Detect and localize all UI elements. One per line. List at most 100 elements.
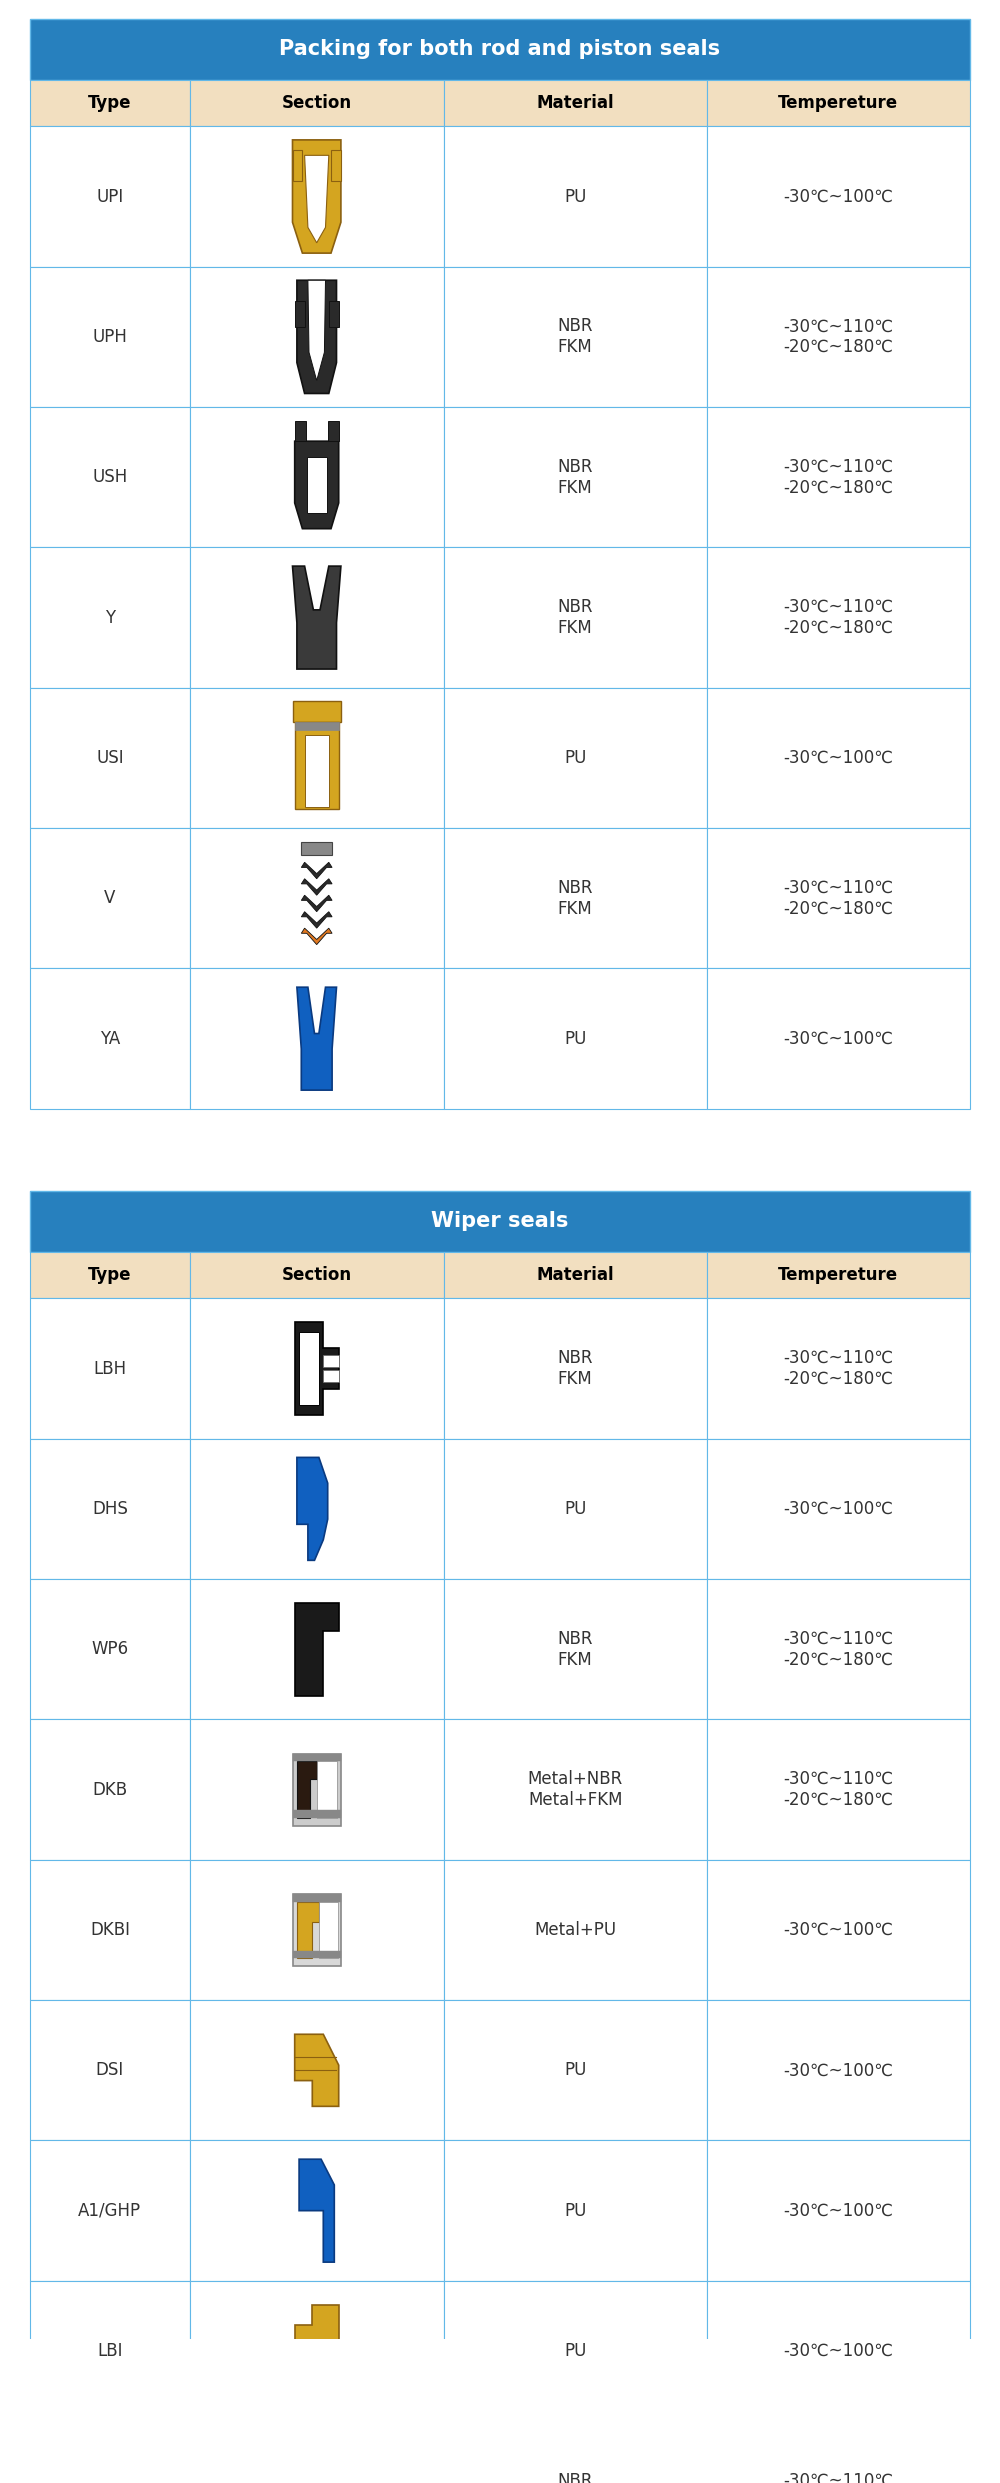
Bar	[444, 688, 707, 829]
Bar	[30, 2140, 190, 2282]
Text: -30℃~100℃: -30℃~100℃	[783, 750, 893, 767]
Text: Wiper seals: Wiper seals	[431, 1212, 569, 1232]
Polygon shape	[301, 879, 332, 896]
Bar	[444, 968, 707, 1110]
Polygon shape	[301, 929, 332, 944]
Bar	[30, 688, 190, 829]
Bar	[444, 79, 707, 127]
Bar	[444, 1860, 707, 2001]
Text: -30℃~100℃: -30℃~100℃	[783, 2202, 893, 2220]
Polygon shape	[301, 862, 332, 879]
Bar	[30, 1860, 190, 2001]
Text: NBR
FKM: NBR FKM	[557, 318, 593, 355]
Bar	[707, 407, 970, 546]
Polygon shape	[301, 896, 332, 911]
Text: Tempereture: Tempereture	[778, 94, 898, 112]
Text: -30℃~100℃: -30℃~100℃	[783, 2061, 893, 2078]
Bar	[190, 2282, 444, 2421]
Bar	[317, 1760, 336, 1818]
Bar	[30, 79, 190, 127]
Text: Y: Y	[105, 608, 115, 626]
Bar	[444, 829, 707, 968]
Bar	[292, 1952, 341, 1959]
Polygon shape	[331, 149, 341, 181]
Bar	[307, 457, 327, 514]
Bar	[30, 2001, 190, 2140]
Bar	[295, 723, 339, 730]
Bar	[444, 1438, 707, 1579]
Polygon shape	[301, 911, 332, 929]
Text: -30℃~110℃
-20℃~180℃: -30℃~110℃ -20℃~180℃	[783, 1348, 893, 1388]
Bar	[444, 2140, 707, 2282]
Bar	[444, 127, 707, 266]
Text: PU: PU	[564, 1500, 586, 1517]
Bar	[30, 407, 190, 546]
Bar	[299, 1333, 319, 1405]
Text: -30℃~100℃: -30℃~100℃	[783, 1500, 893, 1517]
Text: V: V	[104, 889, 116, 906]
Text: PU: PU	[564, 189, 586, 206]
Bar	[707, 266, 970, 407]
Bar	[190, 79, 444, 127]
Bar	[707, 2001, 970, 2140]
Text: Metal+NBR
Metal+FKM: Metal+NBR Metal+FKM	[528, 1770, 623, 1810]
Text: DKBI: DKBI	[90, 1922, 130, 1939]
Bar	[292, 1895, 341, 1902]
Bar	[444, 1251, 707, 1299]
Bar	[329, 300, 339, 328]
Bar	[190, 968, 444, 1110]
Bar	[30, 1579, 190, 1718]
Bar	[319, 1902, 338, 1959]
Bar	[190, 546, 444, 688]
Text: PU: PU	[564, 2061, 586, 2078]
Bar	[30, 1299, 190, 1438]
Bar	[30, 266, 190, 407]
Bar	[190, 1718, 444, 1860]
Bar	[707, 1860, 970, 2001]
Bar	[707, 2282, 970, 2421]
Polygon shape	[297, 281, 336, 392]
Text: -30℃~110℃
-20℃~180℃: -30℃~110℃ -20℃~180℃	[783, 598, 893, 638]
Text: -30℃~100℃: -30℃~100℃	[783, 2341, 893, 2359]
Text: NBR
FKM: NBR FKM	[557, 1629, 593, 1669]
Text: -30℃~100℃: -30℃~100℃	[783, 1922, 893, 1939]
Bar	[444, 2421, 707, 2483]
Polygon shape	[297, 1760, 317, 1818]
Bar	[295, 723, 339, 809]
Text: Section: Section	[282, 1266, 352, 1284]
Text: Metal+PU: Metal+PU	[534, 1922, 616, 1939]
Text: -30℃~110℃
-20℃~180℃: -30℃~110℃ -20℃~180℃	[783, 457, 893, 497]
Bar	[190, 1251, 444, 1299]
Text: LBI: LBI	[97, 2341, 123, 2359]
Bar	[30, 829, 190, 968]
Text: NBR
FKM: NBR FKM	[557, 598, 593, 638]
Text: -30℃~110℃
-20℃~180℃: -30℃~110℃ -20℃~180℃	[783, 1770, 893, 1810]
Text: USH: USH	[92, 469, 128, 487]
Bar	[30, 1251, 190, 1299]
Bar	[707, 829, 970, 968]
Bar	[292, 1753, 341, 1760]
Bar	[30, 127, 190, 266]
Polygon shape	[295, 442, 339, 529]
Bar	[30, 2421, 190, 2483]
Text: YA: YA	[100, 1030, 120, 1048]
Bar	[707, 127, 970, 266]
Bar	[707, 1579, 970, 1718]
Polygon shape	[299, 2160, 334, 2262]
Polygon shape	[292, 149, 302, 181]
Bar	[707, 1299, 970, 1438]
Text: PU: PU	[564, 2341, 586, 2359]
Bar	[292, 1753, 341, 1825]
Bar	[323, 1371, 339, 1383]
Bar	[190, 266, 444, 407]
Text: -30℃~100℃: -30℃~100℃	[783, 1030, 893, 1048]
Bar	[707, 2140, 970, 2282]
Bar	[190, 127, 444, 266]
Text: Section: Section	[282, 94, 352, 112]
Polygon shape	[308, 281, 325, 380]
Bar	[190, 1438, 444, 1579]
Polygon shape	[295, 1604, 339, 1696]
Text: Packing for both rod and piston seals: Packing for both rod and piston seals	[279, 40, 721, 60]
Bar	[190, 407, 444, 546]
Text: DHS: DHS	[92, 1500, 128, 1517]
